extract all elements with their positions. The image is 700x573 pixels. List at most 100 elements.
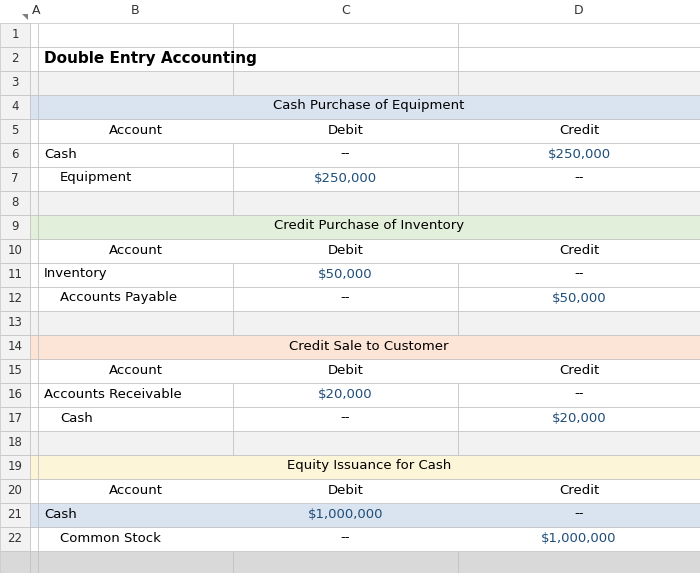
- Bar: [0, 383, 30, 407]
- Text: 8: 8: [11, 195, 19, 209]
- Bar: [233, 23, 458, 47]
- Bar: [30, 527, 38, 551]
- Text: 6: 6: [11, 147, 19, 160]
- Bar: [38, 239, 700, 263]
- Bar: [458, 23, 700, 47]
- Bar: [38, 479, 700, 503]
- Bar: [0, 407, 30, 431]
- Bar: [30, 551, 38, 573]
- Bar: [38, 311, 233, 335]
- Bar: [30, 407, 38, 431]
- Text: --: --: [574, 508, 584, 520]
- Text: $250,000: $250,000: [314, 171, 377, 185]
- Text: --: --: [341, 411, 350, 425]
- Bar: [233, 191, 458, 215]
- Bar: [233, 311, 458, 335]
- Bar: [38, 143, 233, 167]
- Bar: [30, 431, 38, 455]
- Bar: [458, 287, 700, 311]
- Text: Cash Purchase of Equipment: Cash Purchase of Equipment: [273, 100, 465, 112]
- Bar: [38, 215, 700, 239]
- Bar: [38, 191, 233, 215]
- Text: --: --: [341, 532, 350, 544]
- Text: 9: 9: [11, 219, 19, 233]
- Bar: [38, 23, 233, 47]
- Bar: [38, 455, 700, 479]
- Bar: [233, 407, 458, 431]
- Bar: [30, 215, 38, 239]
- Bar: [0, 335, 30, 359]
- Text: A: A: [32, 5, 41, 18]
- Bar: [0, 23, 30, 47]
- Text: D: D: [574, 5, 584, 18]
- Text: Account: Account: [108, 363, 162, 376]
- Bar: [458, 383, 700, 407]
- Bar: [0, 431, 30, 455]
- Text: Debit: Debit: [328, 244, 363, 257]
- Text: Cash: Cash: [60, 411, 92, 425]
- Text: Credit: Credit: [559, 124, 599, 136]
- Bar: [233, 167, 458, 191]
- Text: Accounts Payable: Accounts Payable: [60, 292, 177, 304]
- Text: Cash: Cash: [44, 147, 77, 160]
- Bar: [458, 263, 700, 287]
- Text: 1: 1: [11, 28, 19, 41]
- Bar: [0, 95, 30, 119]
- Bar: [30, 263, 38, 287]
- Text: $50,000: $50,000: [318, 268, 373, 281]
- Bar: [30, 191, 38, 215]
- Bar: [30, 383, 38, 407]
- Text: C: C: [341, 5, 350, 18]
- Bar: [30, 287, 38, 311]
- Bar: [0, 191, 30, 215]
- Text: --: --: [341, 147, 350, 160]
- Bar: [0, 503, 30, 527]
- Bar: [458, 407, 700, 431]
- Text: 10: 10: [8, 244, 22, 257]
- Bar: [458, 431, 700, 455]
- Bar: [0, 143, 30, 167]
- Bar: [233, 287, 458, 311]
- Bar: [38, 551, 233, 573]
- Bar: [30, 311, 38, 335]
- Bar: [0, 239, 30, 263]
- Bar: [30, 479, 38, 503]
- Bar: [38, 47, 233, 71]
- Text: 5: 5: [11, 124, 19, 136]
- Bar: [30, 359, 38, 383]
- Bar: [458, 167, 700, 191]
- Bar: [0, 0, 700, 23]
- Bar: [30, 455, 38, 479]
- Bar: [38, 167, 233, 191]
- Bar: [38, 503, 700, 527]
- Bar: [30, 71, 38, 95]
- Bar: [458, 71, 700, 95]
- Bar: [0, 263, 30, 287]
- Bar: [30, 95, 38, 119]
- Bar: [233, 71, 458, 95]
- Text: 3: 3: [11, 76, 19, 88]
- Text: $1,000,000: $1,000,000: [541, 532, 617, 544]
- Text: Inventory: Inventory: [44, 268, 108, 281]
- Bar: [30, 167, 38, 191]
- Bar: [38, 359, 700, 383]
- Bar: [233, 431, 458, 455]
- Bar: [0, 527, 30, 551]
- Bar: [0, 47, 30, 71]
- Text: Common Stock: Common Stock: [60, 532, 161, 544]
- Text: Cash: Cash: [44, 508, 77, 520]
- Bar: [0, 119, 30, 143]
- Bar: [38, 71, 233, 95]
- Bar: [233, 383, 458, 407]
- Text: Credit: Credit: [559, 484, 599, 496]
- Text: $50,000: $50,000: [552, 292, 606, 304]
- Bar: [30, 335, 38, 359]
- Bar: [233, 551, 458, 573]
- Bar: [30, 119, 38, 143]
- Bar: [38, 263, 233, 287]
- Bar: [0, 455, 30, 479]
- Text: Credit: Credit: [559, 363, 599, 376]
- Text: B: B: [131, 5, 140, 18]
- Bar: [38, 527, 700, 551]
- Text: Credit Purchase of Inventory: Credit Purchase of Inventory: [274, 219, 464, 233]
